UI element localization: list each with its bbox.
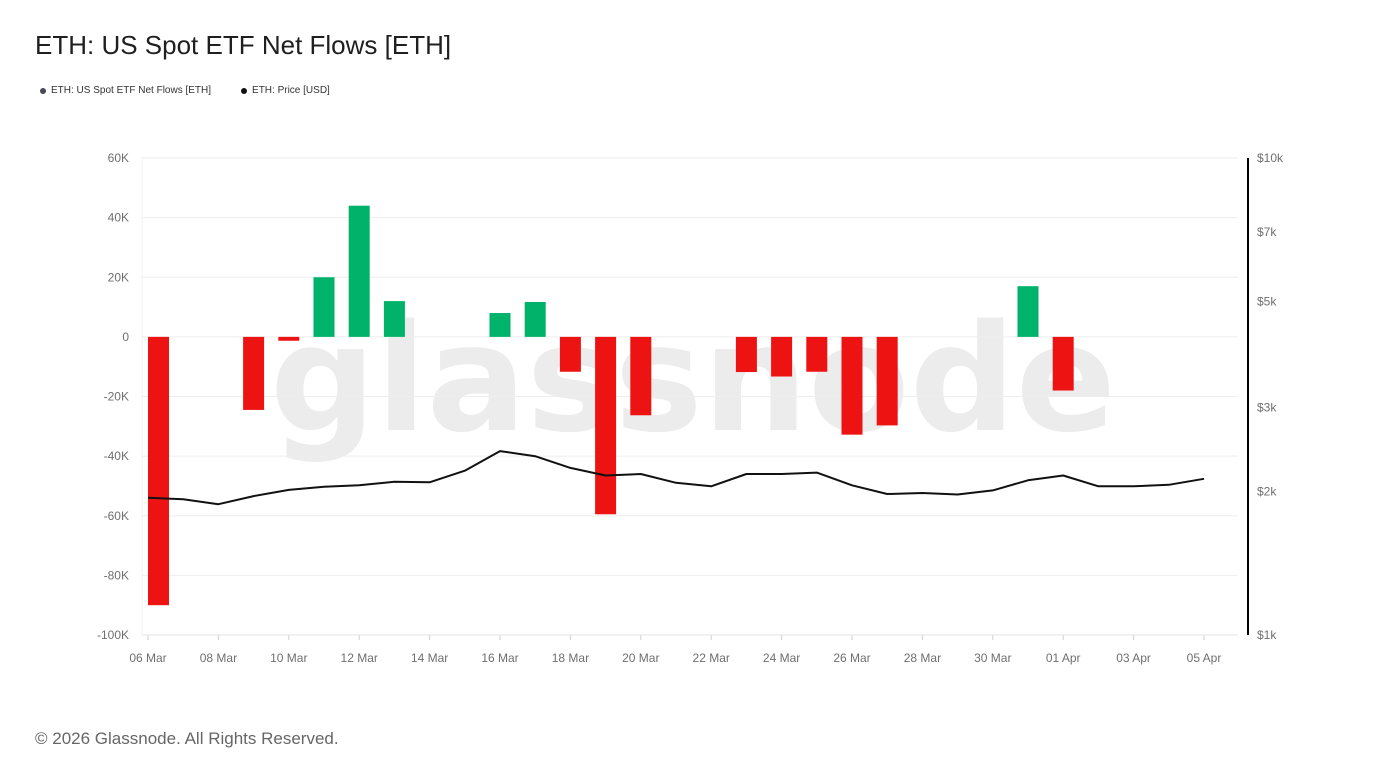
x-tick-label: 22 Mar <box>693 651 730 665</box>
x-tick-label: 05 Apr <box>1187 651 1222 665</box>
y-right-tick-label: $10k <box>1257 151 1284 165</box>
chart-plot-area: glassnode 60K 40K 20K 0 -20K -40K -60K -80K -100… <box>97 151 1284 665</box>
net-flow-bar <box>348 205 370 337</box>
net-flow-bar <box>735 336 757 373</box>
y-left-tick-label: -60K <box>104 509 129 523</box>
legend-dot-net-flows <box>40 87 46 94</box>
net-flow-bars <box>148 205 1074 606</box>
x-tick-label: 08 Mar <box>200 651 237 665</box>
x-tick-label: 10 Mar <box>270 651 307 665</box>
x-tick-label: 30 Mar <box>974 651 1011 665</box>
x-tick-label: 03 Apr <box>1116 651 1151 665</box>
left-y-axis: 60K 40K 20K 0 -20K -40K -60K -80K -100K <box>97 151 143 642</box>
x-tick-label: 24 Mar <box>763 651 800 665</box>
net-flow-bar <box>806 336 828 372</box>
y-right-tick-label: $3k <box>1257 400 1277 414</box>
price-line-group <box>147 450 1205 506</box>
copyright-footer: © 2026 Glassnode. All Rights Reserved. <box>35 729 339 748</box>
x-tick-label: 12 Mar <box>341 651 378 665</box>
chart-legend: ETH: US Spot ETF Net Flows [ETH] ETH: Pr… <box>40 85 330 96</box>
y-left-tick-label: -80K <box>104 568 129 582</box>
x-tick-label: 26 Mar <box>833 651 870 665</box>
x-axis: 06 Mar 08 Mar 10 Mar 12 Mar 14 Mar 16 Mar 18 M… <box>129 634 1238 665</box>
y-right-tick-label: $7k <box>1257 225 1277 239</box>
net-flow-bar <box>489 313 511 337</box>
x-tick-label: 28 Mar <box>904 651 941 665</box>
x-tick-label: 16 Mar <box>481 651 518 665</box>
y-right-tick-label: $2k <box>1257 484 1277 498</box>
legend-item-price[interactable]: ETH: Price [USD] <box>241 85 330 96</box>
net-flow-bar <box>313 277 335 337</box>
legend-dot-price <box>241 87 248 94</box>
chart-title: ETH: US Spot ETF Net Flows [ETH] <box>35 30 452 60</box>
net-flow-bar <box>1052 336 1074 391</box>
legend-label-net-flows: ETH: US Spot ETF Net Flows [ETH] <box>51 85 212 96</box>
y-right-tick-label: $1k <box>1257 628 1277 642</box>
y-left-tick-label: 40K <box>108 211 129 225</box>
y-left-tick-label: -20K <box>104 390 129 404</box>
net-flow-bar <box>278 336 300 341</box>
y-left-tick-label: 0 <box>122 330 129 344</box>
y-left-tick-label: 20K <box>108 270 129 284</box>
grid-layer <box>142 157 1238 636</box>
price-line <box>147 450 1205 506</box>
x-tick-label: 18 Mar <box>552 651 589 665</box>
legend-label-price: ETH: Price [USD] <box>252 85 330 96</box>
net-flow-bar <box>630 336 652 416</box>
net-flow-bar <box>771 336 793 377</box>
x-tick-label: 01 Apr <box>1046 651 1081 665</box>
x-tick-label: 14 Mar <box>411 651 448 665</box>
net-flow-bar <box>524 301 546 337</box>
y-right-tick-label: $5k <box>1257 295 1277 309</box>
y-left-tick-label: 60K <box>108 151 129 165</box>
x-tick-label: 20 Mar <box>622 651 659 665</box>
legend-item-net-flows[interactable]: ETH: US Spot ETF Net Flows [ETH] <box>40 85 211 96</box>
net-flow-bar <box>383 301 405 337</box>
right-y-axis: $10k $7k $5k $3k $2k $1k <box>1247 151 1284 642</box>
net-flow-bar <box>559 336 581 372</box>
net-flow-bar <box>876 336 898 426</box>
net-flow-bar <box>595 336 617 515</box>
net-flow-bar <box>148 336 169 606</box>
y-left-tick-label: -100K <box>97 628 129 642</box>
watermark-text: glassnode <box>270 293 1116 465</box>
net-flow-bar <box>243 336 265 410</box>
y-left-tick-label: -40K <box>104 449 129 463</box>
x-tick-label: 06 Mar <box>129 651 166 665</box>
net-flow-bar <box>841 336 863 435</box>
net-flow-bar <box>1017 286 1039 337</box>
